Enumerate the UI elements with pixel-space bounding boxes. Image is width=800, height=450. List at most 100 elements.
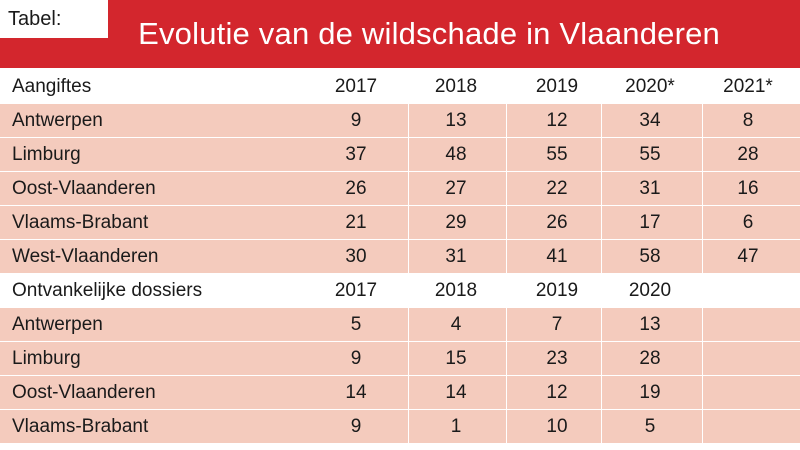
column-divider — [408, 138, 409, 172]
column-divider — [601, 138, 602, 172]
row-label: Antwerpen — [12, 110, 103, 131]
column-divider — [408, 206, 409, 240]
column-divider — [408, 376, 409, 410]
column-divider — [601, 206, 602, 240]
column-header: 2019 — [535, 280, 579, 301]
table-cell: 28 — [737, 144, 759, 165]
table-cell: 58 — [639, 246, 661, 267]
column-divider — [408, 308, 409, 342]
table-cell: 19 — [639, 382, 661, 403]
column-divider — [506, 206, 507, 240]
column-divider — [702, 138, 703, 172]
row-label: Oost-Vlaanderen — [12, 382, 156, 403]
table-row: Limburg 37 48 55 55 28 — [0, 138, 800, 172]
column-header: 2020* — [625, 76, 675, 97]
row-label: Oost-Vlaanderen — [12, 178, 156, 199]
row-label: Limburg — [12, 348, 81, 369]
table-row: Oost-Vlaanderen 26 27 22 31 16 — [0, 172, 800, 206]
table-cell: 4 — [450, 314, 462, 335]
column-divider — [506, 410, 507, 444]
column-header: 2018 — [434, 76, 478, 97]
column-divider — [702, 410, 703, 444]
table-cell: 9 — [350, 348, 362, 369]
column-header: 2018 — [434, 280, 478, 301]
column-divider — [408, 240, 409, 274]
table-row: Vlaams-Brabant 21 29 26 17 6 — [0, 206, 800, 240]
column-divider — [408, 410, 409, 444]
column-divider — [506, 240, 507, 274]
table-cell: 26 — [546, 212, 568, 233]
column-divider — [506, 172, 507, 206]
table-cell: 5 — [644, 416, 656, 437]
table-cell: 13 — [639, 314, 661, 335]
row-label: West-Vlaanderen — [12, 246, 159, 267]
column-divider — [702, 104, 703, 138]
section-title: Aangiftes — [12, 76, 92, 97]
column-header — [688, 274, 800, 308]
table-cell: 8 — [742, 110, 754, 131]
section-title: Ontvankelijke dossiers — [12, 280, 203, 301]
table-cell: 23 — [546, 348, 568, 369]
table-cell: 9 — [350, 416, 362, 437]
table-cell: 12 — [546, 382, 568, 403]
table-cell — [688, 376, 800, 410]
title-banner: Evolutie van de wildschade in Vlaanderen… — [0, 0, 800, 68]
table-row: Limburg 9 15 23 28 — [0, 342, 800, 376]
column-header: 2017 — [334, 280, 378, 301]
table-cell: 9 — [350, 110, 362, 131]
table-cell: 7 — [551, 314, 563, 335]
column-divider — [506, 342, 507, 376]
column-divider — [601, 308, 602, 342]
table-row: Antwerpen 9 13 12 34 8 — [0, 104, 800, 138]
table-cell: 14 — [345, 382, 367, 403]
column-divider — [506, 138, 507, 172]
section-header-row: Aangiftes 2017 2018 2019 2020* 2021* — [0, 70, 800, 104]
column-divider — [601, 410, 602, 444]
table-cell: 37 — [345, 144, 367, 165]
chart-title: Evolutie van de wildschade in Vlaanderen — [138, 16, 720, 51]
column-divider — [702, 240, 703, 274]
column-divider — [506, 376, 507, 410]
row-label: Antwerpen — [12, 314, 103, 335]
column-divider — [702, 342, 703, 376]
row-label: Limburg — [12, 144, 81, 165]
column-header: 2021* — [723, 76, 773, 97]
table-row: Vlaams-Brabant 9 1 10 5 — [0, 410, 800, 444]
column-divider — [408, 172, 409, 206]
table-cell: 1 — [450, 416, 462, 437]
table-cell: 14 — [445, 382, 467, 403]
column-divider — [702, 376, 703, 410]
column-header: 2017 — [334, 76, 378, 97]
column-divider — [702, 308, 703, 342]
column-divider — [601, 104, 602, 138]
column-divider — [506, 308, 507, 342]
table-cell: 31 — [639, 178, 661, 199]
column-divider — [702, 206, 703, 240]
table-cell: 31 — [445, 246, 467, 267]
column-header: 2019 — [535, 76, 579, 97]
table-cell — [688, 308, 800, 342]
row-label: Vlaams-Brabant — [12, 416, 149, 437]
table-cell: 21 — [345, 212, 367, 233]
column-header: 2020 — [628, 280, 672, 301]
table-cell: 28 — [639, 348, 661, 369]
table-cell — [688, 342, 800, 376]
section-header-row: Ontvankelijke dossiers 2017 2018 2019 2020 — [0, 274, 800, 308]
table-cell: 17 — [639, 212, 661, 233]
table-cell: 34 — [639, 110, 661, 131]
table-cell: 12 — [546, 110, 568, 131]
table-cell: 26 — [345, 178, 367, 199]
table-cell: 13 — [445, 110, 467, 131]
table-cell: 5 — [350, 314, 362, 335]
table-cell: 29 — [445, 212, 467, 233]
table-tag: Tabel: — [0, 0, 108, 38]
column-divider — [601, 172, 602, 206]
table-cell: 47 — [737, 246, 759, 267]
data-table: Aangiftes 2017 2018 2019 2020* 2021* Antwerpen… — [0, 70, 800, 444]
table-row: Antwerpen 5 4 7 13 — [0, 308, 800, 342]
column-divider — [702, 172, 703, 206]
table-cell: 55 — [546, 144, 568, 165]
column-divider — [601, 240, 602, 274]
table-row: West-Vlaanderen 30 31 41 58 47 — [0, 240, 800, 274]
